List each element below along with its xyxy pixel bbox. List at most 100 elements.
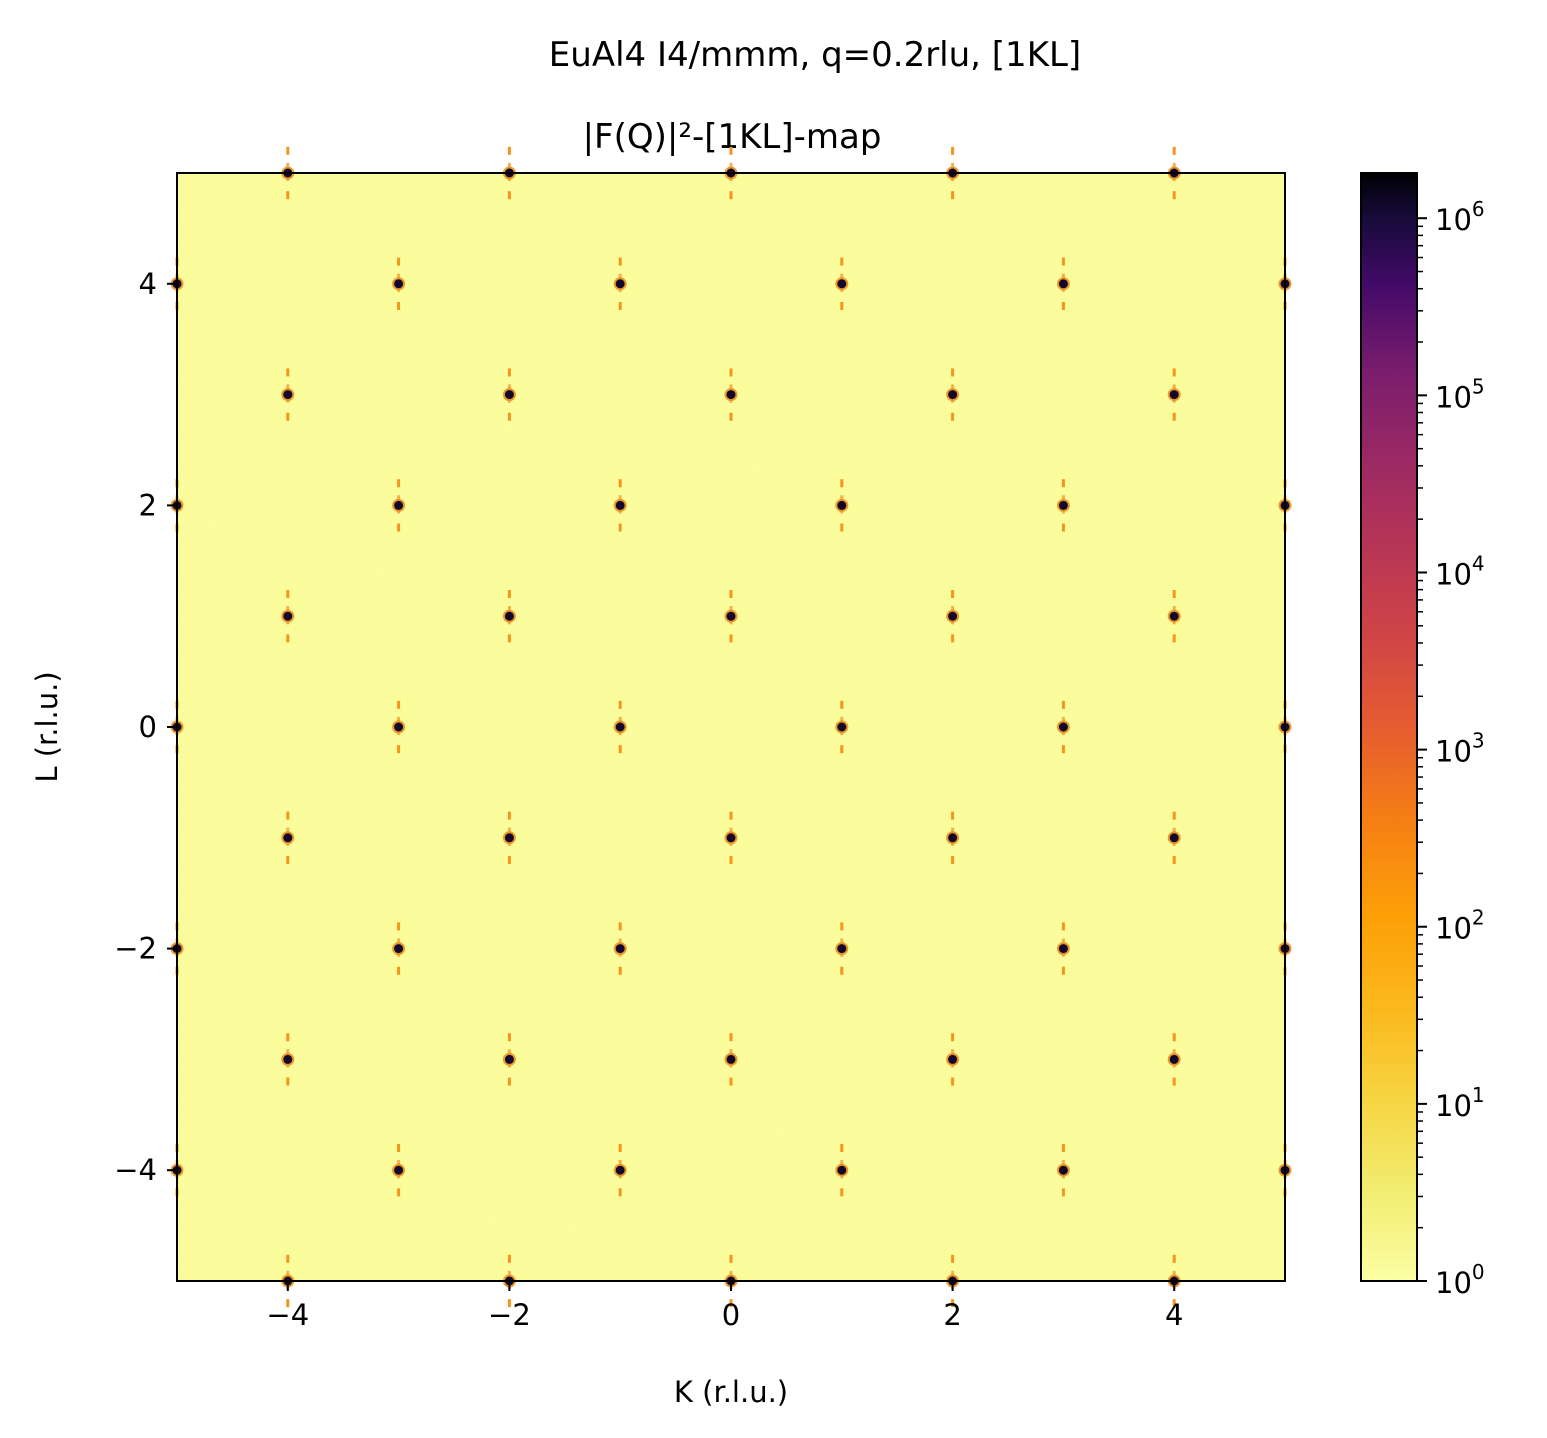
satellite-peak [618, 1144, 622, 1153]
satellite-peak [729, 634, 733, 643]
bragg-peak [946, 368, 960, 421]
satellite-peak [1172, 1254, 1176, 1263]
bragg-peak [946, 1033, 960, 1086]
bragg-peak [392, 479, 406, 532]
colorbar-tick-label: 106 [1435, 197, 1485, 237]
satellite-peak-tail [840, 938, 844, 945]
peak-core [726, 390, 736, 400]
bragg-peak [613, 700, 627, 754]
satellite-peak [507, 146, 511, 155]
peak-core [394, 279, 404, 289]
peak-core [504, 390, 514, 400]
satellite-peak [1061, 745, 1065, 754]
satellite-peak-tail [507, 827, 511, 834]
bragg-peak [1167, 368, 1181, 421]
bragg-peak [281, 368, 295, 421]
satellite-peak [1172, 191, 1176, 200]
satellite-peak [1061, 301, 1065, 310]
satellite-peak [397, 1188, 401, 1197]
peak-core [394, 722, 404, 732]
satellite-peak-tail [507, 162, 511, 169]
satellite-peak-tail [840, 495, 844, 502]
bragg-peak [946, 811, 960, 864]
satellite-peak-tail [729, 1270, 733, 1277]
satellite-peak [397, 700, 401, 709]
satellite-peak [1172, 1077, 1176, 1086]
peak-core [615, 1165, 625, 1175]
satellite-peak [840, 745, 844, 754]
satellite-peak-tail [1061, 938, 1065, 945]
satellite-peak [507, 1077, 511, 1086]
bragg-peak [613, 257, 627, 310]
satellite-peak-tail [286, 1049, 290, 1056]
satellite-peak [1172, 590, 1176, 599]
satellite-peak [286, 1299, 290, 1308]
satellite-peak [951, 412, 955, 421]
heatmap-plot [170, 146, 1292, 1308]
satellite-peak [1061, 966, 1065, 975]
satellite-peak-tail [618, 495, 622, 502]
satellite-peak-tail [951, 1049, 955, 1056]
satellite-peak [618, 966, 622, 975]
satellite-peak [397, 1144, 401, 1153]
satellite-peak [951, 146, 955, 155]
bragg-peak [724, 368, 738, 421]
satellite-peak [507, 368, 511, 377]
satellite-peak [840, 257, 844, 266]
colorbar: 100 101 102 103 104 105 106 [1360, 172, 1485, 1300]
colorbar-tick-label: 102 [1435, 906, 1485, 946]
satellite-peak [618, 1188, 622, 1197]
y-tick-label: −2 [114, 932, 157, 966]
peak-core [726, 611, 736, 621]
satellite-peak [286, 146, 290, 155]
peak-core [615, 279, 625, 289]
chart-title: EuAl4 I4/mmm, q=0.2rlu, [1KL] [549, 35, 1081, 75]
satellite-peak [618, 479, 622, 488]
satellite-peak [1061, 479, 1065, 488]
satellite-peak [507, 191, 511, 200]
bragg-peak [835, 479, 849, 532]
colorbar-tick-label: 100 [1435, 1260, 1485, 1300]
satellite-peak [397, 479, 401, 488]
bragg-peak [1056, 922, 1070, 975]
satellite-peak [507, 590, 511, 599]
peak-core [1058, 944, 1068, 954]
x-tick-label: 0 [722, 1298, 740, 1332]
satellite-peak [397, 257, 401, 266]
peak-core [504, 1054, 514, 1064]
y-tick-label: 4 [139, 267, 157, 301]
satellite-peak-tail [1172, 1270, 1176, 1277]
bragg-peak [724, 811, 738, 864]
peak-core [837, 944, 847, 954]
bragg-peak [392, 1144, 406, 1197]
bragg-peak [502, 1033, 516, 1086]
satellite-peak-tail [397, 1160, 401, 1167]
bragg-peak [613, 1144, 627, 1197]
satellite-peak [507, 855, 511, 864]
satellite-peak-tail [729, 606, 733, 613]
satellite-peak-tail [729, 384, 733, 391]
bragg-peak [502, 590, 516, 643]
satellite-peak [729, 1299, 733, 1308]
satellite-peak [286, 412, 290, 421]
satellite-peak [729, 146, 733, 155]
satellite-peak-tail [1172, 384, 1176, 391]
satellite-peak-tail [840, 1160, 844, 1167]
bragg-peak [835, 700, 849, 754]
peak-core [837, 722, 847, 732]
peak-core [283, 833, 293, 843]
peak-core [1169, 833, 1179, 843]
satellite-peak [618, 301, 622, 310]
colorbar-frame [1360, 172, 1418, 1282]
satellite-peak-tail [1172, 1049, 1176, 1056]
satellite-peak [840, 1144, 844, 1153]
satellite-peak-tail [397, 716, 401, 723]
peak-core [948, 833, 958, 843]
peak-core [1058, 279, 1068, 289]
peak-core [615, 944, 625, 954]
satellite-peak [951, 1033, 955, 1042]
colorbar-major-ticks: 100 101 102 103 104 105 106 [1417, 197, 1485, 1300]
satellite-peak [618, 523, 622, 532]
satellite-peak-tail [507, 1049, 511, 1056]
satellite-peak [729, 1033, 733, 1042]
